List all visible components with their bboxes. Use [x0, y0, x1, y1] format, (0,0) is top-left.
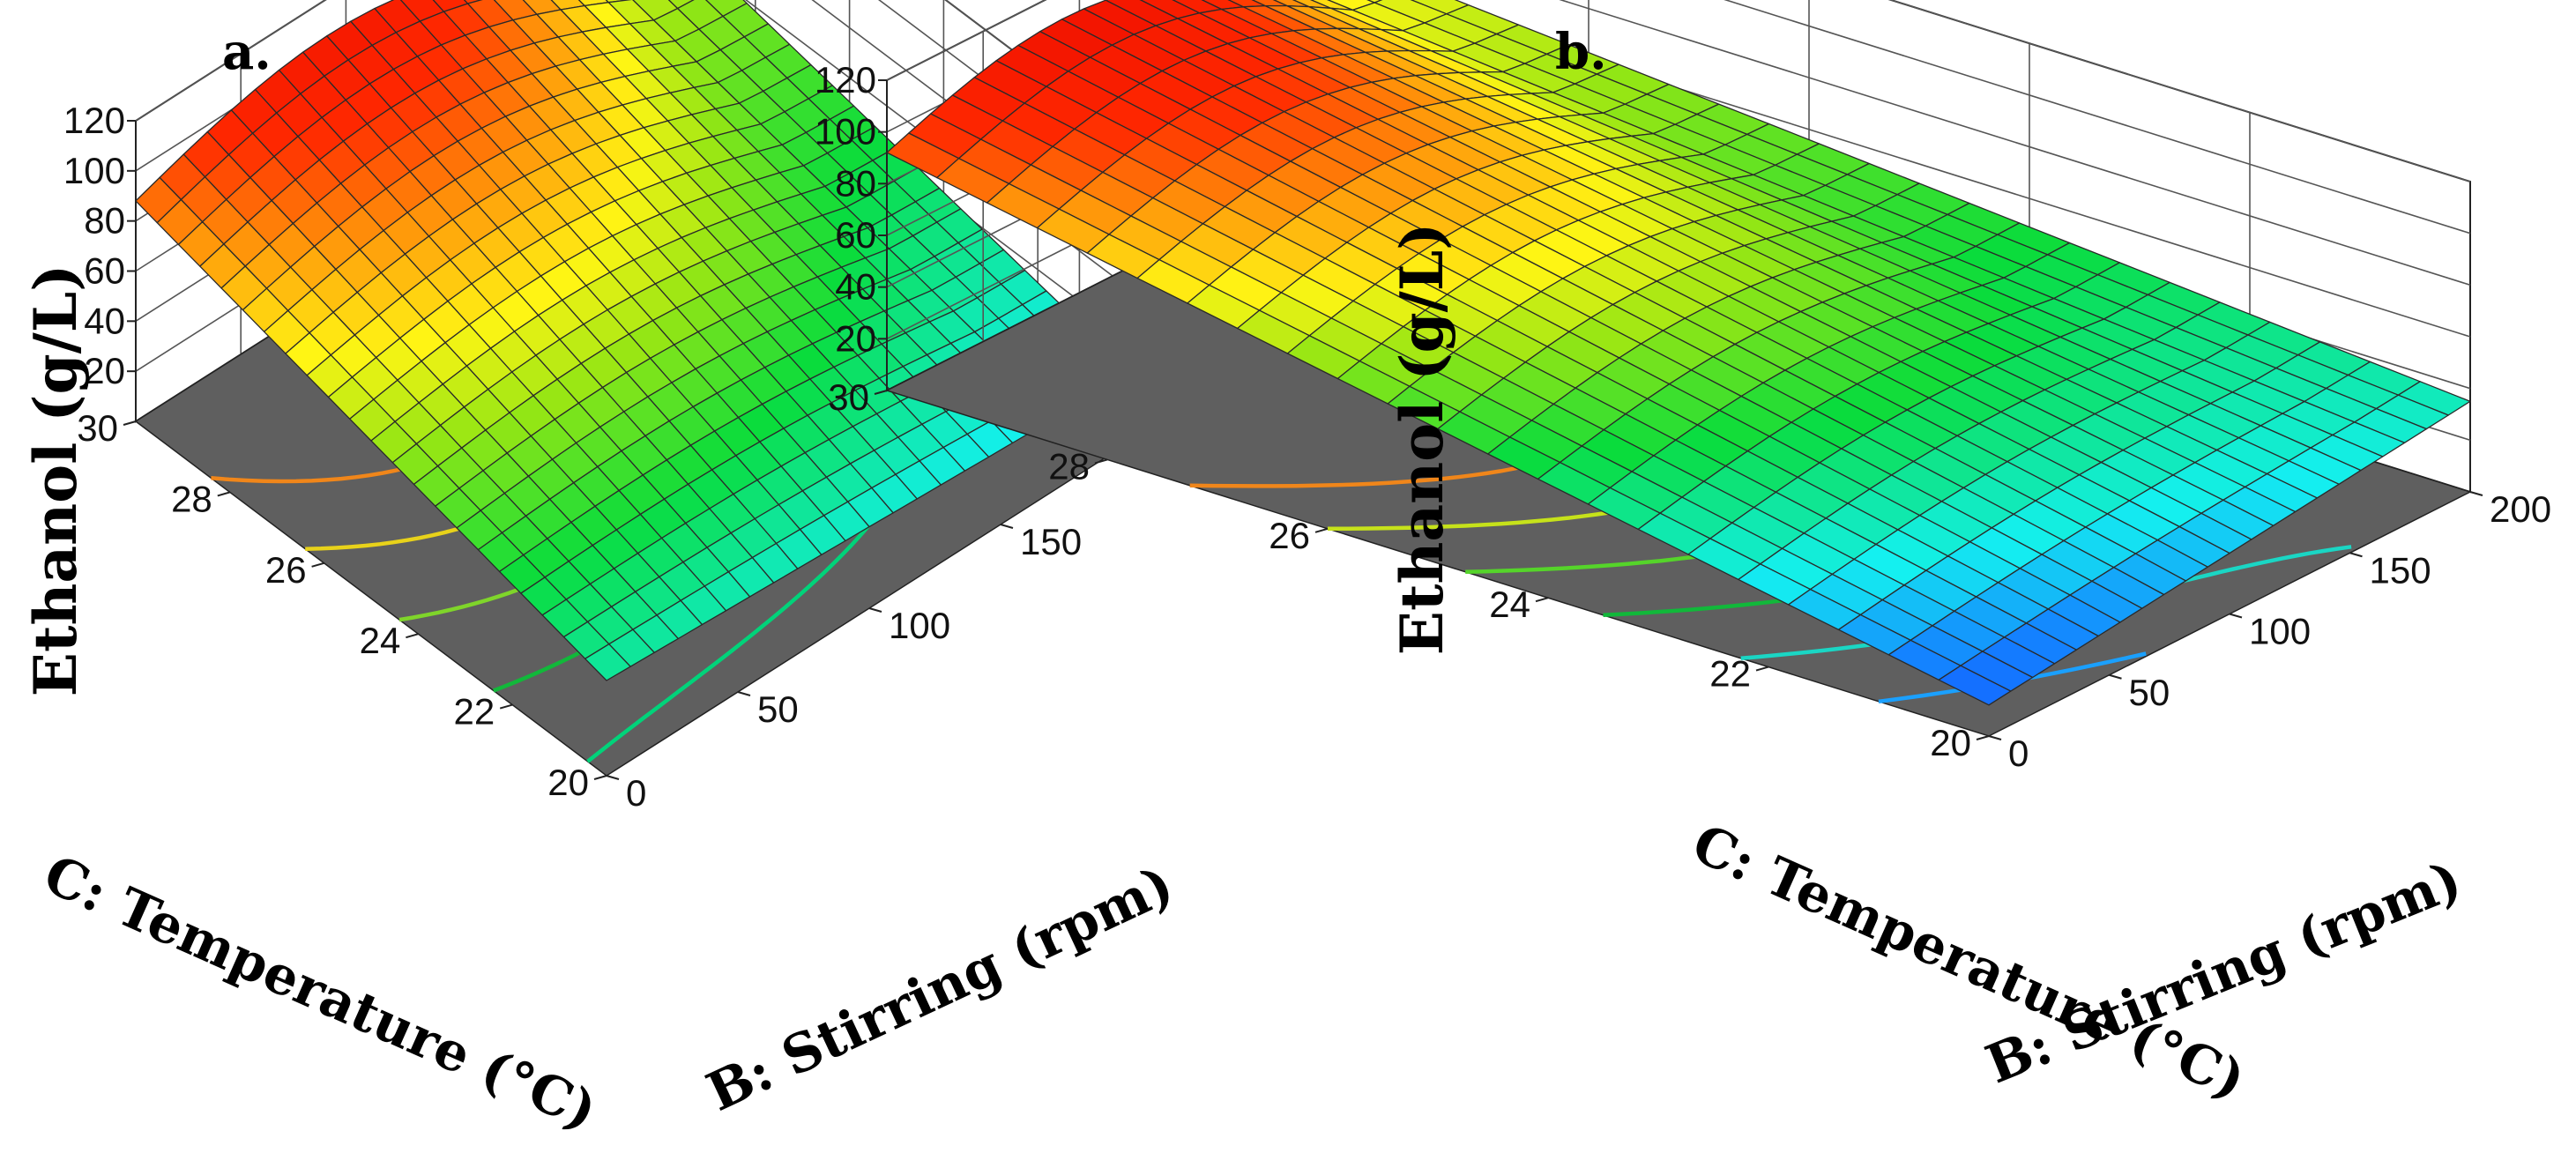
- temp-tick-label: 26: [265, 549, 307, 591]
- z-tick-label: 100: [815, 111, 876, 152]
- temp-tickmark: [1094, 458, 1108, 465]
- z-tick-label: 120: [815, 59, 876, 100]
- stirring-axis-title: B: Stirring (rpm): [698, 854, 1183, 1124]
- panel-label: b.: [1555, 23, 1607, 81]
- wall-gridline-z: [135, 0, 1133, 141]
- stirring-tickmark: [2469, 491, 2483, 496]
- temp-tick-label: 20: [1930, 722, 1971, 763]
- temp-tick-label: 26: [1269, 515, 1310, 556]
- z-tick-label: 120: [63, 100, 125, 141]
- stirring-tickmark: [1988, 735, 2002, 740]
- stirring-tick-label: 200: [2490, 488, 2551, 530]
- temp-tickmark: [499, 703, 513, 710]
- z-tick-label: 40: [835, 266, 876, 308]
- temp-tick-label: 30: [828, 376, 869, 418]
- stirring-tick-label: 150: [1020, 521, 1082, 562]
- stirring-tickmark: [1000, 524, 1014, 529]
- temp-tick-label: 28: [1048, 445, 1090, 487]
- z-axis-title: Ethanol (g/L): [1388, 223, 1456, 656]
- stirring-tickmark: [737, 691, 751, 696]
- z-tick-label: 100: [63, 150, 125, 191]
- z-tick-label: 20: [84, 350, 125, 391]
- temp-tick-label: 28: [171, 478, 212, 519]
- stirring-tick-label: 50: [757, 688, 799, 730]
- temp-tick-label: 22: [1709, 653, 1751, 695]
- stirring-tick-label: 0: [2008, 733, 2029, 774]
- z-tick-label: 60: [835, 214, 876, 256]
- temp-tick-label: 24: [1489, 584, 1530, 625]
- stirring-tickmark: [2109, 673, 2122, 680]
- z-tick-label: 80: [84, 200, 125, 242]
- surface-cell: [1366, 0, 1383, 4]
- temp-tickmark: [217, 491, 231, 497]
- stirring-tick-label: 100: [2249, 611, 2311, 652]
- stirring-tickmark: [606, 775, 620, 780]
- z-tick-label: 40: [84, 300, 125, 341]
- surface-cell: [667, 0, 695, 10]
- z-tick-label: 20: [835, 317, 876, 359]
- stirring-tick-label: 50: [2129, 672, 2170, 713]
- stirring-tickmark: [2229, 613, 2243, 619]
- z-tick-label: 80: [835, 162, 876, 204]
- temp-tickmark: [1314, 527, 1329, 533]
- surface-cell: [584, 643, 631, 681]
- stirring-tick-label: 100: [889, 605, 950, 646]
- panel-label: a.: [222, 23, 272, 81]
- stirring-tickmark: [868, 607, 882, 613]
- temp-tickmark: [123, 420, 137, 426]
- temp-tick-label: 22: [453, 691, 495, 733]
- wall-gridline-z: [886, 0, 2471, 182]
- temp-tickmark: [1755, 666, 1769, 672]
- stirring-tick-label: 0: [626, 772, 646, 814]
- z-tick-label: 60: [84, 250, 125, 292]
- temp-tickmark: [311, 562, 324, 568]
- stirring-tick-label: 150: [2370, 549, 2431, 591]
- temp-tickmark: [593, 775, 607, 780]
- temp-tickmark: [1976, 735, 1990, 740]
- temp-tick-label: 24: [360, 620, 401, 661]
- temp-tickmark: [1535, 597, 1549, 603]
- temp-tick-label: 20: [547, 762, 589, 803]
- temp-tickmark: [874, 390, 888, 395]
- surface-cell: [1938, 665, 2012, 706]
- z-axis-title: Ethanol (g/L): [21, 264, 90, 697]
- temperature-axis-title: C: Temperature (°C): [34, 844, 605, 1142]
- temp-tick-label: 30: [77, 407, 118, 449]
- stirring-tickmark: [2349, 552, 2363, 558]
- temp-tickmark: [406, 633, 419, 639]
